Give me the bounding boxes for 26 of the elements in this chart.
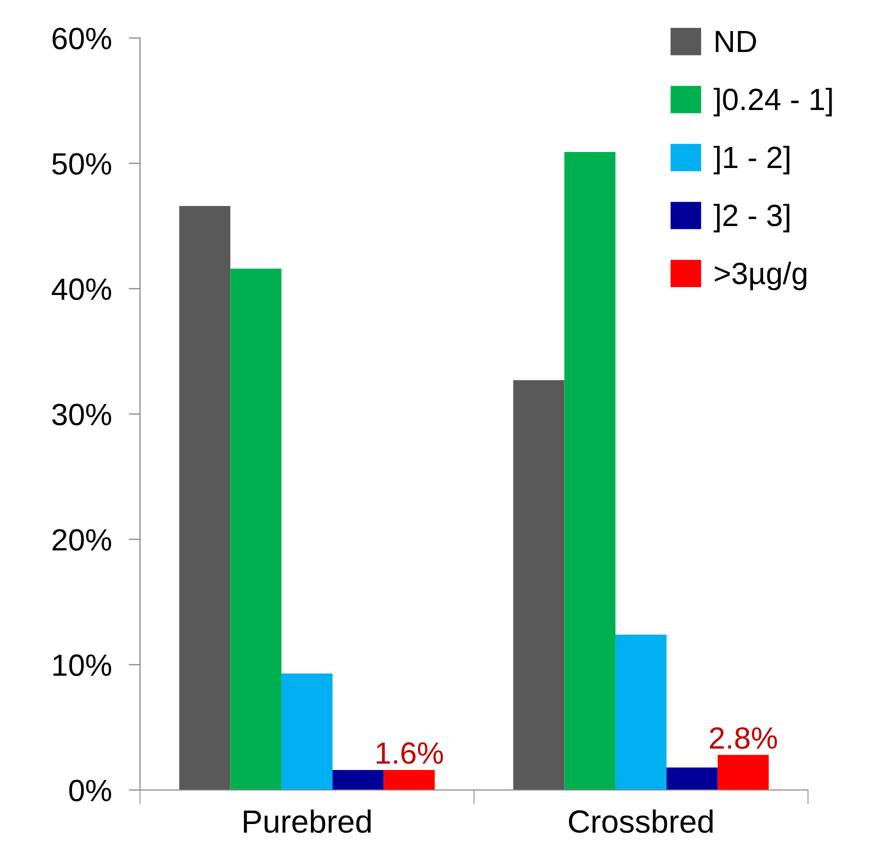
y-tick-label: 60% [52,28,112,50]
x-tick-label: Purebred [244,809,371,833]
legend-label: ]0.24 - 1] [714,88,832,116]
legend-label: >3µg/g [714,262,806,290]
bar [281,673,333,790]
y-tick-label: 0% [69,780,112,802]
y-tick-label: 10% [53,654,112,676]
bar [230,268,282,790]
data-label: 2.8% [710,727,777,749]
data-label: 1.6% [376,742,443,764]
y-tick-label: 20% [52,529,112,551]
y-tick-label: 40% [52,278,112,300]
y-tick-label: 30% [52,404,112,426]
bar [718,754,769,790]
bar [332,770,384,790]
legend-label: ]2 - 3] [714,204,790,232]
y-tick-label: 50% [52,153,112,175]
bar [384,770,435,790]
bar [513,380,564,790]
legend-label: ND [716,31,756,52]
x-tick-label: Crossbred [568,809,713,833]
bar [615,634,667,790]
bar [564,152,616,790]
bar [666,767,718,790]
legend-label: ]1 - 2] [714,146,790,174]
bar [179,206,230,790]
